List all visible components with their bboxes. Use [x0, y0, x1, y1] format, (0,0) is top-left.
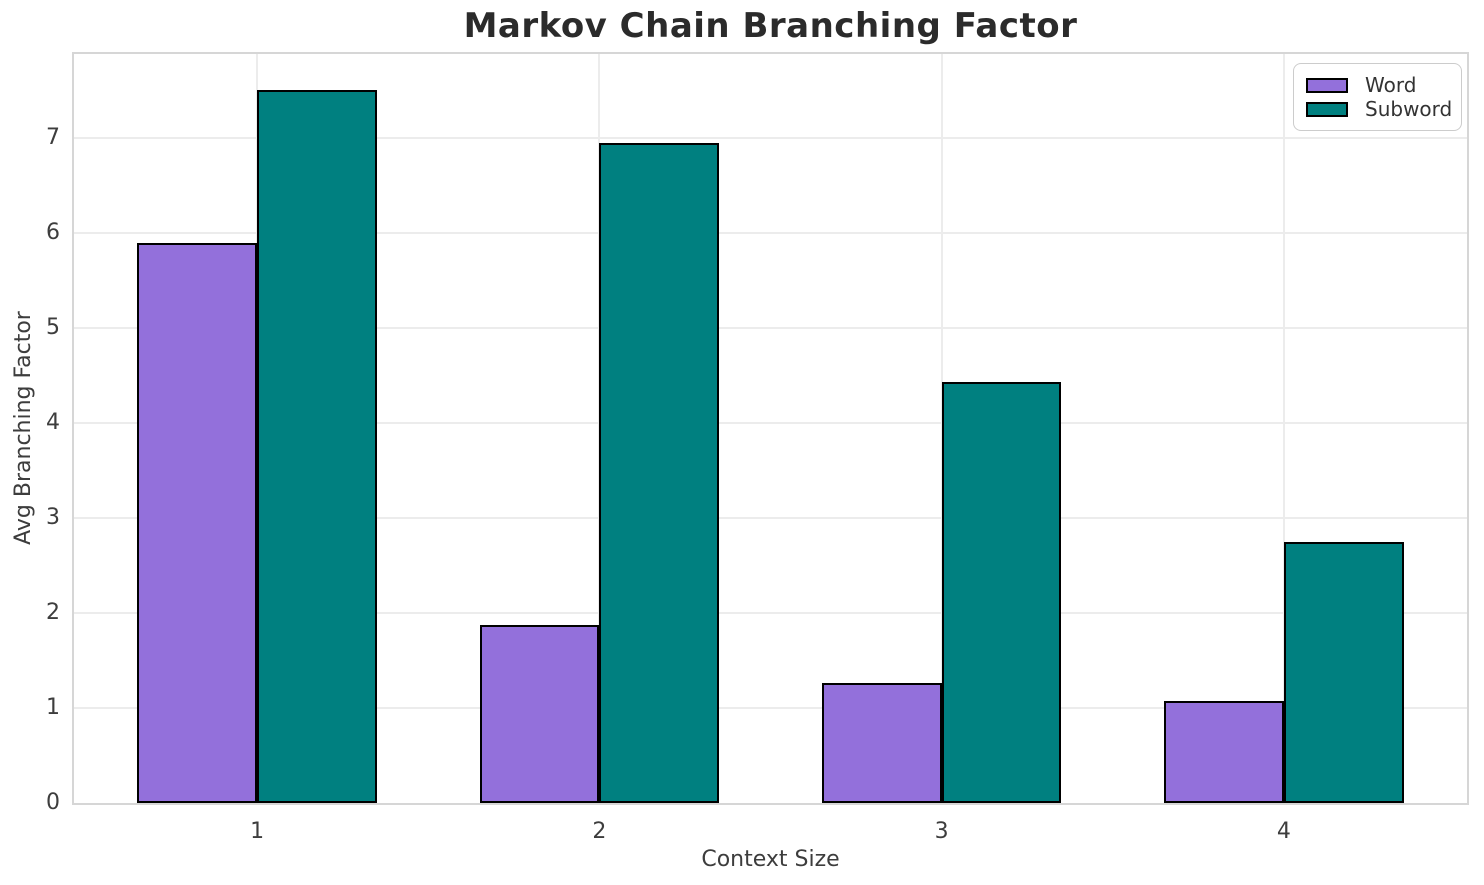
gridline-horizontal [74, 612, 1467, 615]
x-tick-label: 2 [592, 819, 607, 844]
y-tick-label: 0 [46, 790, 60, 815]
x-tick-label: 1 [250, 819, 265, 844]
y-tick-label: 3 [46, 505, 60, 531]
legend-label: Word [1365, 73, 1417, 97]
bar-word-context-3 [821, 683, 942, 803]
gridline-horizontal [74, 137, 1467, 140]
y-tick-label: 4 [46, 410, 60, 436]
y-tick-label: 7 [46, 125, 60, 151]
y-tick-label: 2 [46, 600, 60, 626]
chart-title: Markov Chain Branching Factor [463, 6, 1078, 46]
gridline-horizontal [74, 517, 1467, 520]
y-tick-label: 1 [46, 695, 60, 721]
y-tick-label: 5 [46, 315, 60, 341]
legend-label: Subword [1365, 97, 1453, 121]
x-tick-label: 3 [934, 819, 949, 844]
bar-subword-context-3 [941, 381, 1062, 803]
legend-item-subword: Subword [1306, 97, 1453, 121]
bar-subword-context-4 [1283, 541, 1404, 803]
gridline-vertical [1282, 54, 1285, 803]
x-tick-label: 4 [1276, 819, 1291, 844]
gridline-horizontal [74, 327, 1467, 330]
gridline-horizontal [74, 232, 1467, 235]
gridline-horizontal [74, 707, 1467, 710]
x-axis-label: Context Size [701, 847, 840, 872]
legend-item-word: Word [1306, 73, 1449, 97]
gridline-horizontal [74, 422, 1467, 425]
plot-area [72, 52, 1469, 805]
bar-word-context-1 [137, 242, 258, 803]
legend-swatch-word [1306, 77, 1348, 93]
y-tick-label: 6 [46, 220, 60, 246]
legend-swatch-subword [1306, 101, 1348, 117]
bar-word-context-4 [1164, 701, 1284, 803]
bar-subword-context-1 [257, 90, 377, 803]
bar-word-context-2 [479, 625, 600, 803]
legend: Word Subword [1293, 63, 1462, 131]
bar-subword-context-2 [599, 143, 720, 803]
